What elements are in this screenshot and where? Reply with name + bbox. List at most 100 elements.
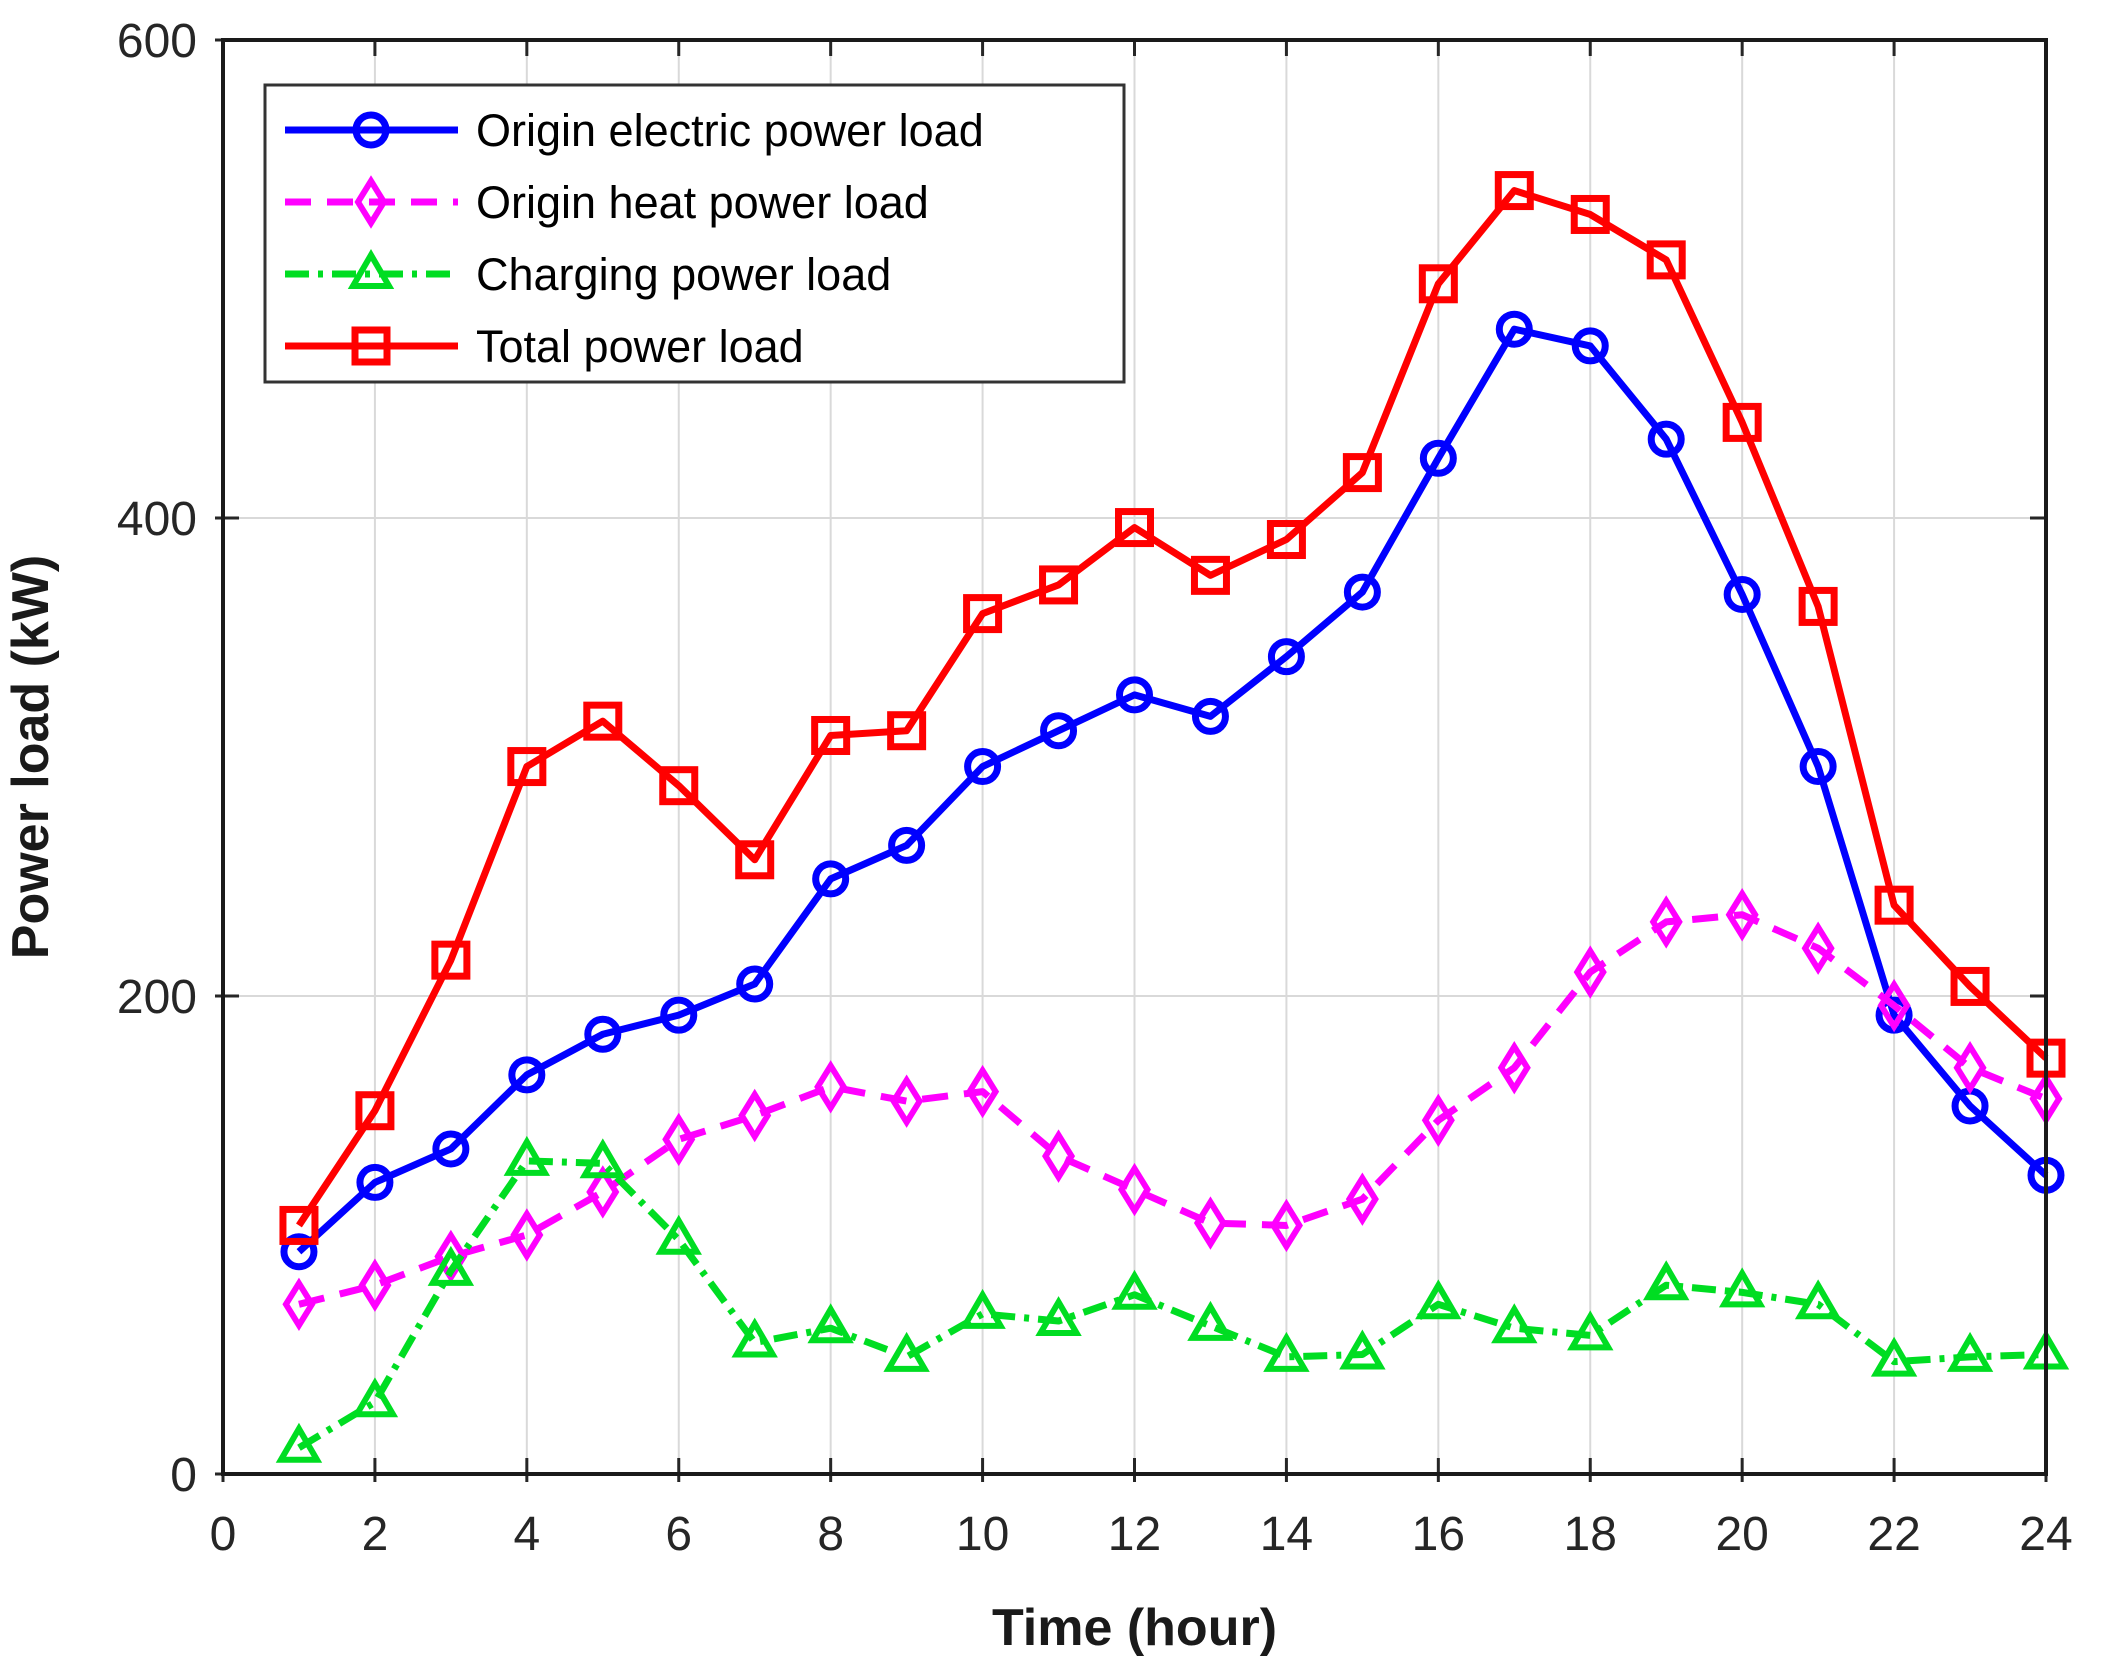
circle-marker (736, 965, 774, 1003)
square-marker (1570, 194, 1610, 234)
x-tick-label: 20 (1715, 1508, 1768, 1561)
legend: Origin electric power load Origin heat po… (263, 83, 1126, 384)
square-marker (1722, 402, 1762, 442)
circle-marker (660, 996, 698, 1034)
circle-marker (1040, 712, 1078, 750)
square-marker (1874, 885, 1914, 925)
x-tick-label: 12 (1108, 1508, 1161, 1561)
diamond-marker (1193, 1196, 1227, 1250)
triangle-up-marker (1794, 1279, 1842, 1320)
circle-marker (1267, 638, 1305, 676)
diamond-marker (1421, 1093, 1455, 1147)
triangle-up-marker (1567, 1310, 1614, 1351)
diamond-marker (1345, 1172, 1379, 1226)
diamond-marker (1649, 895, 1683, 949)
diamond-marker (282, 1277, 316, 1332)
circle-marker (1419, 439, 1457, 477)
legend-item-label: Total power load (476, 321, 804, 372)
square-marker (431, 940, 471, 980)
triangle-up-marker (427, 1245, 475, 1286)
circle-marker (812, 860, 850, 898)
series-origin-electric-power-load (280, 310, 2065, 1271)
diamond-marker (434, 1229, 468, 1284)
circle-marker (508, 1056, 546, 1094)
triangle-up-marker (655, 1214, 702, 1255)
diamond-marker (1877, 978, 1911, 1033)
series-line-origin-electric-power-load (296, 325, 2049, 1255)
series-line-charging-power-load (297, 1157, 2047, 1451)
square-marker (1342, 453, 1382, 493)
triangle-up-marker (503, 1135, 551, 1176)
diamond-marker (738, 1088, 772, 1143)
square-marker (355, 1091, 395, 1131)
square-marker (1494, 171, 1534, 211)
series-total-power-load (279, 171, 2066, 1245)
legend-item: Charging power load (285, 249, 891, 300)
x-tick-label: 24 (2019, 1508, 2072, 1561)
square-marker (659, 766, 699, 806)
diamond-marker (662, 1112, 696, 1167)
legend-item: Origin heat power load (285, 175, 929, 229)
triangle-up-marker (807, 1303, 854, 1344)
y-tick-labels: 0 200 400 600 (117, 15, 197, 1502)
diamond-marker (1269, 1198, 1303, 1253)
y-tick-label: 200 (117, 971, 197, 1024)
square-marker (1190, 555, 1230, 595)
diamond-marker (510, 1208, 544, 1262)
x-tick-label: 4 (513, 1508, 540, 1561)
circle-marker (1571, 327, 1609, 365)
square-marker (507, 747, 547, 787)
triangle-up-marker (347, 249, 395, 289)
y-axis-label: Power load (kW) (2, 555, 60, 959)
triangle-up-marker (1491, 1303, 1538, 1344)
x-tick-label: 22 (1867, 1508, 1920, 1561)
triangle-up-marker (1415, 1279, 1462, 1320)
square-marker (1950, 966, 1990, 1006)
series-line-origin-heat-power-load (298, 911, 2048, 1308)
x-tick-label: 18 (1564, 1508, 1617, 1561)
diamond-marker (586, 1165, 620, 1219)
triangle-up-marker (731, 1317, 778, 1358)
square-marker (583, 701, 623, 741)
y-tick-label: 400 (117, 493, 197, 546)
x-tick-label: 16 (1412, 1508, 1465, 1561)
circle-marker (584, 1015, 622, 1053)
square-marker (1646, 240, 1686, 280)
diamond-marker (1573, 945, 1607, 999)
square-marker (811, 715, 851, 755)
diamond-marker (814, 1060, 848, 1114)
triangle-up-marker (1718, 1267, 1766, 1308)
triangle-up-marker (1111, 1269, 1158, 1310)
square-marker (963, 594, 1003, 634)
circle-marker (964, 748, 1002, 786)
triangle-up-marker (1339, 1329, 1386, 1370)
triangle-up-marker (1263, 1331, 1310, 1372)
legend-item-label: Charging power load (476, 249, 891, 300)
circle-marker (1647, 420, 1685, 458)
legend-item-label: Origin electric power load (476, 105, 984, 156)
circle-marker (1116, 676, 1153, 714)
diamond-marker (890, 1074, 924, 1128)
square-marker (1798, 586, 1838, 626)
triangle-up-marker (959, 1288, 1006, 1329)
diamond-marker (1117, 1162, 1152, 1217)
triangle-up-marker (1187, 1300, 1234, 1341)
triangle-up-marker (1035, 1296, 1082, 1337)
x-tick-label: 6 (665, 1508, 692, 1561)
square-marker (1039, 565, 1079, 605)
x-tick-labels: 0 2 4 6 8 10 12 14 16 18 20 22 24 (210, 1508, 2073, 1561)
diamond-marker (1497, 1041, 1531, 1095)
triangle-up-marker (883, 1331, 930, 1372)
x-tick-label: 14 (1260, 1508, 1313, 1561)
circle-marker (352, 111, 390, 149)
square-marker (1266, 520, 1306, 560)
axes-box (221, 38, 2048, 1476)
x-tick-label: 8 (817, 1508, 844, 1561)
diamond-marker (358, 1258, 392, 1312)
x-tick-label: 2 (362, 1508, 389, 1561)
triangle-up-marker (275, 1422, 323, 1463)
triangle-up-marker (1946, 1331, 1994, 1372)
triangle-up-marker (351, 1377, 399, 1418)
circle-marker (1723, 575, 1761, 613)
